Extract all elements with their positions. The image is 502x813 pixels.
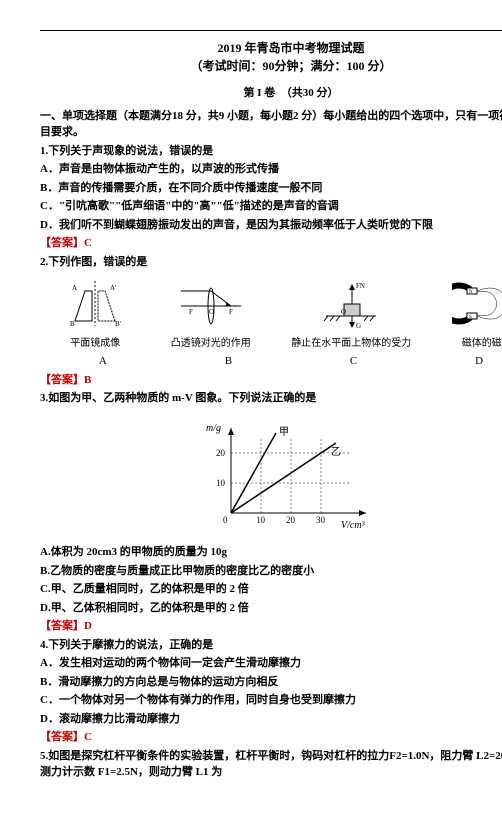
q1-stem: 1.下列关于声现象的说法，错误的是 xyxy=(40,143,502,160)
q3-answer: 【答案】D xyxy=(40,618,502,635)
q2-figures: A A' B B' 平面镜成像 F O F 凸透镜对光的作用 xyxy=(40,276,502,351)
lens-icon: F O F xyxy=(176,276,246,331)
svg-text:A: A xyxy=(72,284,77,292)
mv-chart-icon: m/g V/cm³ 甲 乙 10 20 0 10 20 30 xyxy=(201,413,381,533)
x10: 10 xyxy=(256,515,266,525)
q3-C: C.甲、乙质量相同时，乙的体积是甲的 2 倍 xyxy=(40,581,502,598)
svg-text:O: O xyxy=(341,308,346,316)
svg-text:乙: 乙 xyxy=(331,446,341,458)
q4-D: D．滚动摩擦力比滑动摩擦力 xyxy=(40,711,502,728)
top-divider xyxy=(40,30,502,31)
svg-text:B': B' xyxy=(115,320,121,328)
fig-magnet: N S 磁体的磁场 xyxy=(452,276,502,351)
q1-C: C．"引吭高歌""低声细语"中的"高""低"描述的是声音的音调 xyxy=(40,198,502,215)
q3-B: B.乙物质的密度与质量成正比甲物质的密度比乙的密度小 xyxy=(40,563,502,580)
exam-subtitle: （考试时间：90分钟；满分：100 分） xyxy=(40,57,502,75)
label-D: D xyxy=(475,353,483,370)
q1-answer: 【答案】C xyxy=(40,235,502,252)
q5-stem: 5.如图是探究杠杆平衡条件的实验装置，杠杆平衡时，钩码对杠杆的拉力F2=1.0N… xyxy=(40,748,502,781)
section1-intro: 一、单项选择题（本题满分18 分，共9 小题，每小题2 分）每小题给出的四个选项… xyxy=(40,108,502,141)
svg-text:F: F xyxy=(189,308,193,316)
q2-answer: 【答案】B xyxy=(40,372,502,389)
svg-text:F: F xyxy=(229,308,233,316)
x20: 20 xyxy=(286,515,296,525)
force-icon: FN G O xyxy=(316,276,386,331)
q4-answer: 【答案】C xyxy=(40,729,502,746)
svg-text:B: B xyxy=(70,320,75,328)
q4-A: A．发生相对运动的两个物体间一定会产生滑动摩擦力 xyxy=(40,655,502,672)
q4-stem: 4.下列关于摩擦力的说法，正确的是 xyxy=(40,637,502,654)
svg-text:A': A' xyxy=(110,284,116,292)
exam-title: 2019 年青岛市中考物理试题 xyxy=(40,39,502,57)
q3-stem: 3.如图为甲、乙两种物质的 m-V 图象。下列说法正确的是 xyxy=(40,390,502,407)
svg-text:S: S xyxy=(469,315,472,320)
svg-text:FN: FN xyxy=(356,282,365,290)
svg-text:N: N xyxy=(469,290,473,295)
ylabel: m/g xyxy=(206,423,221,434)
fig-force: FN G O 静止在水平面上物体的受力 xyxy=(291,276,411,351)
y10: 10 xyxy=(216,478,226,488)
svg-text:O: O xyxy=(209,308,214,316)
label-B: B xyxy=(225,353,232,370)
magnet-icon: N S xyxy=(452,276,502,331)
q3-stem-text: 3.如图为甲、乙两种物质的 m-V 图象。下列说法正确的是 xyxy=(40,392,316,404)
fig-b-label: 凸透镜对光的作用 xyxy=(171,336,251,351)
q2-choice-labels: A B C D xyxy=(40,353,502,370)
q3-chart: m/g V/cm³ 甲 乙 10 20 0 10 20 30 xyxy=(201,413,381,539)
q1-D: D．我们听不到蝴蝶翅膀振动发出的声音，是因为其振动频率低于人类听觉的下限 xyxy=(40,217,502,234)
q4-B: B．滑动摩擦力的方向总是与物体的运动方向相反 xyxy=(40,674,502,691)
svg-text:G: G xyxy=(356,322,361,330)
q3-D: D.甲、乙体积相同时，乙的体积是甲的 2 倍 xyxy=(40,600,502,617)
q2-stem: 2.下列作图，错误的是 xyxy=(40,254,502,271)
fig-lens: F O F 凸透镜对光的作用 xyxy=(171,276,251,351)
xlabel: V/cm³ xyxy=(341,520,366,531)
fig-mirror: A A' B B' 平面镜成像 xyxy=(60,276,130,351)
fig-d-label: 磁体的磁场 xyxy=(452,336,502,351)
q3-A: A.体积为 20cm3 的甲物质的质量为 10g xyxy=(40,544,502,561)
svg-text:0: 0 xyxy=(223,515,228,525)
section1-heading: 第 I 卷 （共30 分） xyxy=(40,85,502,102)
label-C: C xyxy=(350,353,357,370)
x30: 30 xyxy=(316,515,326,525)
svg-text:甲: 甲 xyxy=(279,427,289,438)
fig-a-label: 平面镜成像 xyxy=(60,336,130,351)
mirror-icon: A A' B B' xyxy=(60,276,130,331)
label-A: A xyxy=(99,353,107,370)
fig-c-label: 静止在水平面上物体的受力 xyxy=(291,336,411,351)
q1-A: A．声音是由物体振动产生的，以声波的形式传播 xyxy=(40,161,502,178)
title-block: 2019 年青岛市中考物理试题 （考试时间：90分钟；满分：100 分） xyxy=(40,39,502,75)
y20: 20 xyxy=(216,448,226,458)
q1-B: B．声音的传播需要介质，在不同介质中传播速度一般不同 xyxy=(40,180,502,197)
q4-C: C．一个物体对另一个物体有弹力的作用，同时自身也受到摩擦力 xyxy=(40,692,502,709)
